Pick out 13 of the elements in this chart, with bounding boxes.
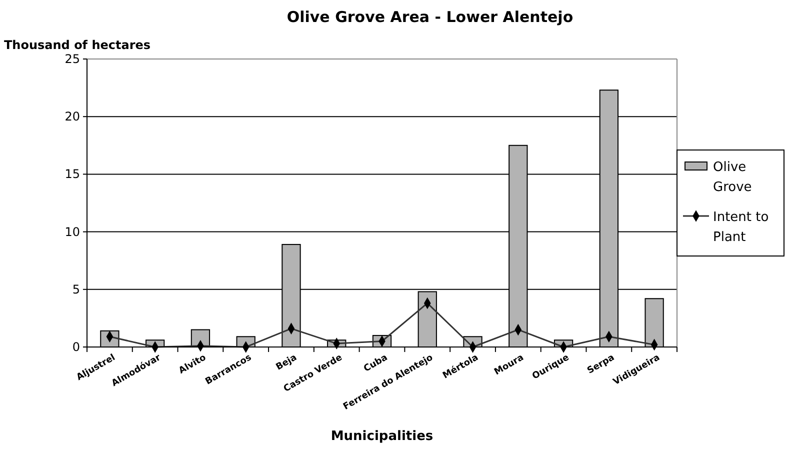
x-axis-title: Municipalities	[330, 429, 434, 444]
y-tick-label: 20	[64, 110, 80, 124]
x-tick-label: Cuba	[362, 352, 390, 374]
legend-label: Olive Grove	[713, 160, 752, 195]
y-tick-label: 10	[64, 224, 80, 239]
y-axis-title: Thousand of hectares	[4, 38, 151, 52]
y-tick-label: 5	[72, 282, 80, 296]
y-tick-label: 0	[72, 340, 80, 354]
chart-title: Olive Grove Area - Lower Alentejo	[286, 8, 574, 26]
x-tick-label: Beja	[274, 352, 299, 373]
y-tick-label: 15	[64, 167, 80, 182]
y-tick-label: 25	[64, 52, 80, 66]
legend-label: Intent to Plant	[713, 210, 769, 245]
